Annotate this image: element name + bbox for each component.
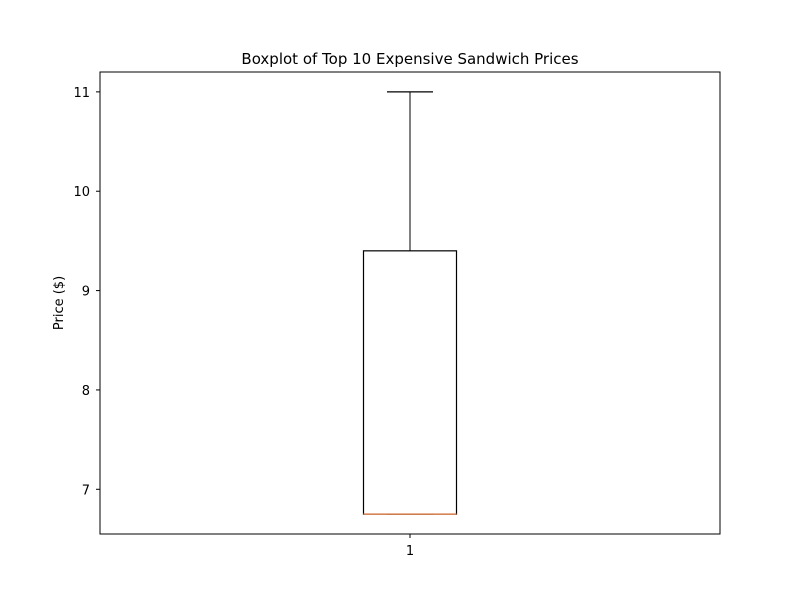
y-tick-label: 9	[82, 285, 90, 300]
y-tick-label: 7	[82, 483, 90, 498]
y-axis-ticks: 7 8 9 10 11	[73, 86, 100, 498]
y-tick-label: 11	[73, 86, 90, 101]
y-tick-label: 8	[82, 384, 90, 399]
x-axis-ticks: 1	[406, 534, 414, 559]
y-axis-label: Price ($)	[52, 276, 67, 330]
y-tick-label: 10	[73, 185, 90, 200]
plot-frame	[99, 71, 721, 535]
box-group	[362, 91, 458, 515]
x-tick-label: 1	[406, 544, 414, 559]
chart-title: Boxplot of Top 10 Expensive Sandwich Pri…	[241, 50, 578, 68]
